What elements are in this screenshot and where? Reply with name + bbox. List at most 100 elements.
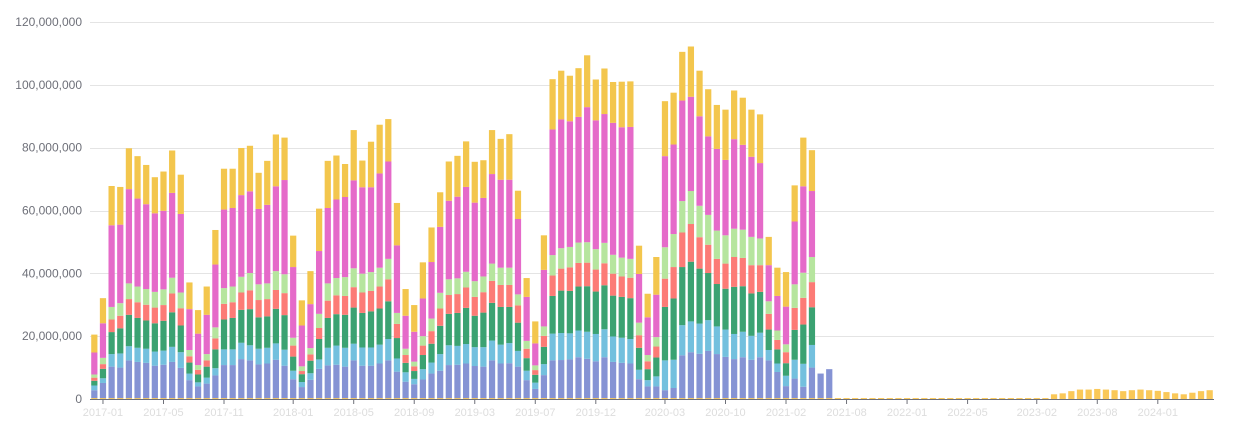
bar-segment[interactable] bbox=[307, 379, 314, 399]
bar-segment[interactable] bbox=[782, 272, 790, 307]
bar-segment[interactable] bbox=[194, 333, 202, 366]
bar-segment[interactable] bbox=[497, 306, 504, 345]
bar-segment[interactable] bbox=[1180, 394, 1187, 399]
bar-segment[interactable] bbox=[679, 267, 686, 326]
bar-segment[interactable] bbox=[290, 267, 297, 338]
bar-segment[interactable] bbox=[653, 257, 660, 295]
bar-segment[interactable] bbox=[532, 388, 539, 399]
bar-segment[interactable] bbox=[488, 302, 496, 341]
bar-segment[interactable] bbox=[635, 398, 643, 399]
bar-segment[interactable] bbox=[437, 354, 444, 371]
bar-segment[interactable] bbox=[1197, 391, 1205, 399]
bar-segment[interactable] bbox=[618, 257, 625, 277]
bar-segment[interactable] bbox=[1050, 394, 1058, 399]
bar-segment[interactable] bbox=[627, 258, 634, 278]
bar-segment[interactable] bbox=[938, 398, 945, 399]
bar-segment[interactable] bbox=[108, 319, 115, 333]
bar-segment[interactable] bbox=[670, 298, 677, 360]
bar-segment[interactable] bbox=[186, 362, 193, 374]
bar-segment[interactable] bbox=[393, 245, 401, 313]
bar-segment[interactable] bbox=[367, 365, 375, 399]
bar-segment[interactable] bbox=[229, 349, 236, 366]
bar-segment[interactable] bbox=[419, 336, 426, 346]
bar-segment[interactable] bbox=[324, 317, 331, 348]
bar-segment[interactable] bbox=[618, 276, 625, 297]
bar-segment[interactable] bbox=[731, 228, 738, 257]
bar-segment[interactable] bbox=[566, 398, 573, 399]
bar-segment[interactable] bbox=[618, 362, 625, 399]
bar-segment[interactable] bbox=[791, 398, 798, 399]
bar-segment[interactable] bbox=[731, 398, 738, 399]
bar-segment[interactable] bbox=[419, 398, 426, 399]
bar-segment[interactable] bbox=[739, 257, 746, 287]
bar-segment[interactable] bbox=[125, 148, 133, 190]
bar-segment[interactable] bbox=[808, 191, 816, 257]
bar-segment[interactable] bbox=[350, 130, 357, 181]
bar-segment[interactable] bbox=[437, 292, 444, 309]
bar-segment[interactable] bbox=[91, 398, 98, 399]
bar-segment[interactable] bbox=[713, 398, 720, 399]
bar-segment[interactable] bbox=[393, 398, 401, 399]
bar-segment[interactable] bbox=[160, 210, 167, 290]
bar-segment[interactable] bbox=[506, 398, 513, 399]
bar-segment[interactable] bbox=[705, 89, 712, 137]
bar-segment[interactable] bbox=[480, 292, 487, 313]
bar-segment[interactable] bbox=[739, 331, 746, 358]
bar-segment[interactable] bbox=[549, 79, 556, 130]
bar-segment[interactable] bbox=[800, 272, 807, 298]
bar-segment[interactable] bbox=[756, 398, 764, 399]
bar-segment[interactable] bbox=[774, 349, 781, 364]
bar-segment[interactable] bbox=[488, 398, 496, 399]
bar-segment[interactable] bbox=[687, 321, 695, 353]
bar-segment[interactable] bbox=[644, 355, 651, 362]
bar-segment[interactable] bbox=[661, 306, 669, 361]
bar-segment[interactable] bbox=[670, 398, 677, 399]
bar-segment[interactable] bbox=[609, 398, 617, 399]
bar-segment[interactable] bbox=[782, 352, 790, 364]
bar-segment[interactable] bbox=[601, 242, 608, 264]
bar-segment[interactable] bbox=[108, 186, 115, 226]
bar-segment[interactable] bbox=[566, 121, 573, 247]
bar-segment[interactable] bbox=[307, 360, 314, 374]
bar-segment[interactable] bbox=[316, 398, 323, 399]
bar-segment[interactable] bbox=[341, 196, 349, 278]
bar-segment[interactable] bbox=[272, 271, 280, 290]
bar-segment[interactable] bbox=[782, 344, 790, 353]
bar-segment[interactable] bbox=[246, 345, 254, 361]
bar-segment[interactable] bbox=[1163, 392, 1170, 399]
bar-segment[interactable] bbox=[705, 214, 712, 245]
bar-segment[interactable] bbox=[739, 286, 746, 332]
bar-segment[interactable] bbox=[177, 292, 184, 309]
bar-segment[interactable] bbox=[324, 347, 331, 366]
bar-segment[interactable] bbox=[506, 179, 513, 268]
bar-segment[interactable] bbox=[566, 359, 573, 399]
bar-segment[interactable] bbox=[644, 317, 651, 356]
bar-segment[interactable] bbox=[488, 360, 496, 399]
bar-segment[interactable] bbox=[117, 398, 124, 399]
bar-segment[interactable] bbox=[255, 348, 262, 365]
bar-segment[interactable] bbox=[523, 358, 530, 371]
bar-segment[interactable] bbox=[506, 267, 513, 285]
bar-segment[interactable] bbox=[341, 295, 349, 315]
bar-segment[interactable] bbox=[782, 306, 790, 345]
bar-segment[interactable] bbox=[359, 187, 366, 274]
bar-segment[interactable] bbox=[419, 262, 426, 299]
bar-segment[interactable] bbox=[661, 398, 669, 399]
bar-segment[interactable] bbox=[151, 307, 158, 324]
bar-segment[interactable] bbox=[592, 79, 599, 121]
bar-segment[interactable] bbox=[246, 191, 254, 274]
bar-segment[interactable] bbox=[134, 286, 141, 303]
bar-segment[interactable] bbox=[497, 363, 504, 399]
bar-segment[interactable] bbox=[454, 294, 461, 313]
bar-segment[interactable] bbox=[575, 242, 582, 263]
bar-segment[interactable] bbox=[471, 315, 478, 348]
bar-segment[interactable] bbox=[99, 378, 107, 383]
bar-segment[interactable] bbox=[91, 390, 98, 399]
bar-segment[interactable] bbox=[411, 331, 418, 362]
bar-segment[interactable] bbox=[419, 369, 426, 380]
bar-segment[interactable] bbox=[229, 398, 236, 399]
bar-segment[interactable] bbox=[1076, 389, 1084, 399]
bar-segment[interactable] bbox=[463, 287, 470, 308]
bar-segment[interactable] bbox=[298, 382, 305, 388]
bar-segment[interactable] bbox=[1102, 389, 1110, 399]
